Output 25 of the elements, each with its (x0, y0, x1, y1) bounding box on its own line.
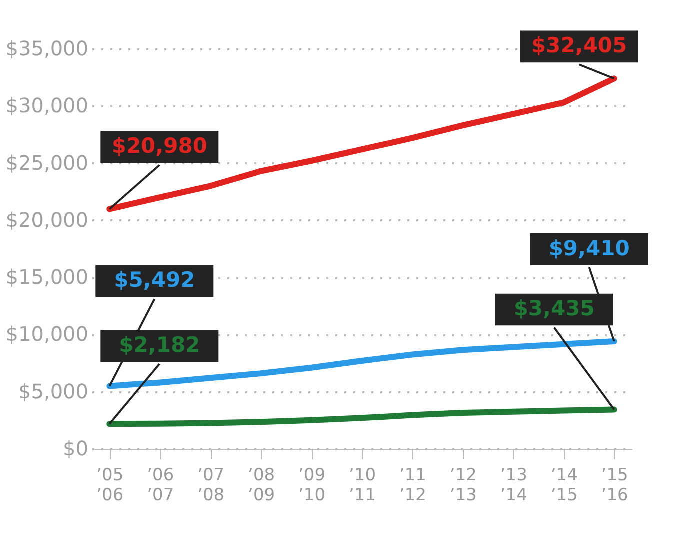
data-label: $3,435 (514, 296, 595, 321)
data-label: $5,492 (114, 268, 196, 292)
x-tick-label: ’12 ’13 (450, 466, 477, 506)
x-tick-label: ’09 ’10 (298, 466, 326, 506)
x-tick-label: ’15 ’16 (601, 466, 628, 506)
x-tick-label: ’14 ’15 (550, 466, 578, 506)
x-tick-label: ’13 ’14 (500, 466, 528, 506)
x-tick-label: ’10 ’11 (348, 466, 376, 506)
data-label: $32,405 (532, 34, 628, 58)
x-tick-label: ’08 ’09 (248, 466, 276, 506)
y-tick-label: $0 (63, 436, 88, 460)
data-label: $20,980 (112, 134, 208, 158)
x-tick-label: ’06 ’07 (147, 466, 174, 506)
y-tick-label: $5,000 (18, 379, 88, 404)
y-tick-label: $15,000 (6, 265, 88, 290)
y-tick-label: $10,000 (6, 322, 88, 346)
data-label: $9,410 (548, 236, 630, 260)
y-tick-label: $30,000 (6, 94, 88, 118)
data-label: $2,182 (119, 333, 200, 358)
y-tick-label: $35,000 (6, 36, 88, 60)
y-tick-label: $25,000 (6, 150, 88, 175)
y-tick-label: $20,000 (6, 208, 88, 232)
x-tick-label: ’05 ’06 (96, 466, 124, 506)
x-tick-label: ’07 ’08 (198, 466, 225, 506)
x-tick-label: ’11 ’12 (399, 466, 426, 506)
